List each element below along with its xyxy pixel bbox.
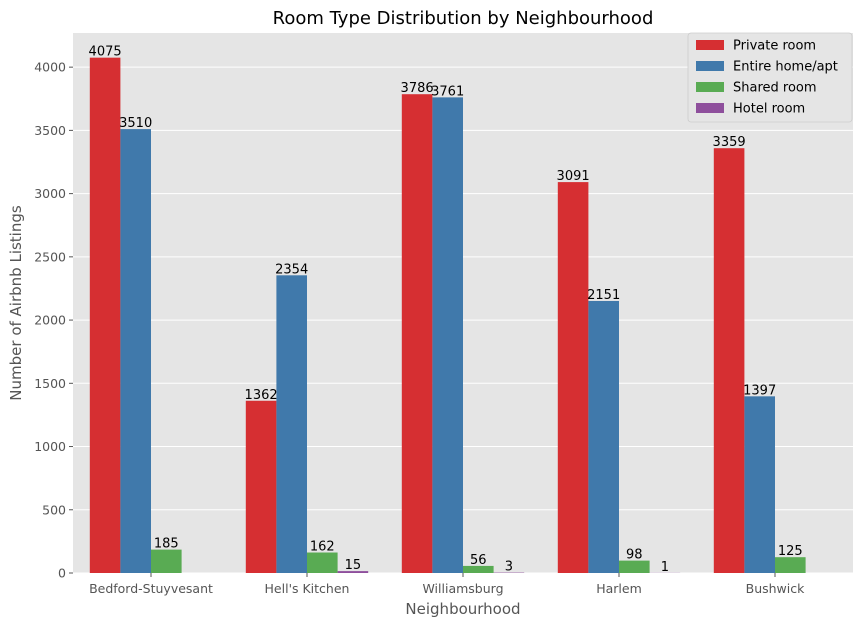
y-tick-label: 500 — [42, 502, 66, 517]
y-tick-label: 1000 — [34, 439, 66, 454]
bar-value-label: 125 — [778, 544, 803, 559]
x-axis-label: Neighbourhood — [405, 600, 520, 618]
x-tick-label: Harlem — [596, 581, 642, 596]
bar-value-label: 56 — [470, 553, 487, 568]
bar — [120, 129, 151, 573]
x-tick-label: Hell's Kitchen — [265, 581, 350, 596]
bar — [401, 94, 433, 573]
y-tick-label: 3000 — [34, 186, 66, 201]
legend: Private room Entire home/apt Shared room Ho… — [687, 32, 853, 123]
legend-swatch — [696, 61, 724, 71]
bar-value-label: 3091 — [557, 169, 590, 184]
legend-swatch — [696, 82, 724, 92]
y-axis-label: Number of Airbnb Listings — [7, 205, 25, 401]
bar-value-label: 3761 — [431, 84, 464, 99]
bar — [89, 57, 121, 574]
y-axis: 0 500 1000 1500 2000 2500 3000 3500 4000 — [34, 60, 73, 581]
legend-label: Shared room — [733, 81, 817, 96]
bar-value-label: 1 — [661, 560, 669, 575]
bar-value-label: 162 — [310, 540, 335, 555]
legend-label: Hotel room — [733, 102, 805, 117]
legend-label: Private room — [733, 39, 816, 54]
x-tick-label: Bushwick — [746, 581, 806, 596]
bar-value-label: 2151 — [587, 288, 620, 303]
bar — [337, 571, 369, 573]
bar — [245, 400, 277, 573]
bar-value-label: 3786 — [401, 81, 434, 96]
y-tick-label: 1500 — [34, 376, 66, 391]
chart-title: Room Type Distribution by Neighbourhood — [273, 8, 654, 29]
legend-label: Entire home/apt — [733, 60, 838, 75]
bar — [713, 148, 745, 573]
x-tick-label: Bedford-Stuyvesant — [89, 581, 213, 596]
bar — [775, 557, 806, 573]
legend-swatch — [696, 103, 724, 113]
bar-value-label: 1397 — [743, 383, 776, 398]
bar — [151, 549, 182, 573]
bar-value-label: 3359 — [713, 135, 746, 150]
legend-swatch — [696, 40, 724, 50]
bar-value-label: 4075 — [89, 45, 122, 60]
y-tick-label: 2500 — [34, 249, 66, 264]
bar-value-label: 2354 — [275, 262, 308, 277]
x-axis: Bedford-Stuyvesant Hell's Kitchen Williams… — [89, 573, 805, 596]
y-tick-label: 4000 — [34, 60, 66, 75]
bar — [463, 565, 494, 573]
bar-value-label: 1362 — [245, 388, 278, 403]
bar-value-label: 15 — [345, 558, 362, 573]
bar — [619, 560, 650, 573]
bar — [307, 552, 338, 573]
bar-value-label: 185 — [154, 537, 179, 552]
bar — [276, 275, 307, 573]
bar — [588, 300, 619, 573]
y-tick-label: 2000 — [34, 313, 66, 328]
bar-value-label: 3 — [505, 560, 513, 575]
bar-value-label: 98 — [626, 548, 643, 563]
x-tick-label: Williamsburg — [422, 581, 503, 596]
y-tick-label: 3500 — [34, 123, 66, 138]
bar — [432, 97, 463, 573]
bar — [557, 182, 589, 573]
y-tick-label: 0 — [58, 566, 66, 581]
bars — [89, 57, 806, 574]
bar-value-label: 3510 — [119, 116, 152, 131]
legend-frame — [687, 32, 853, 123]
bar — [744, 396, 775, 573]
